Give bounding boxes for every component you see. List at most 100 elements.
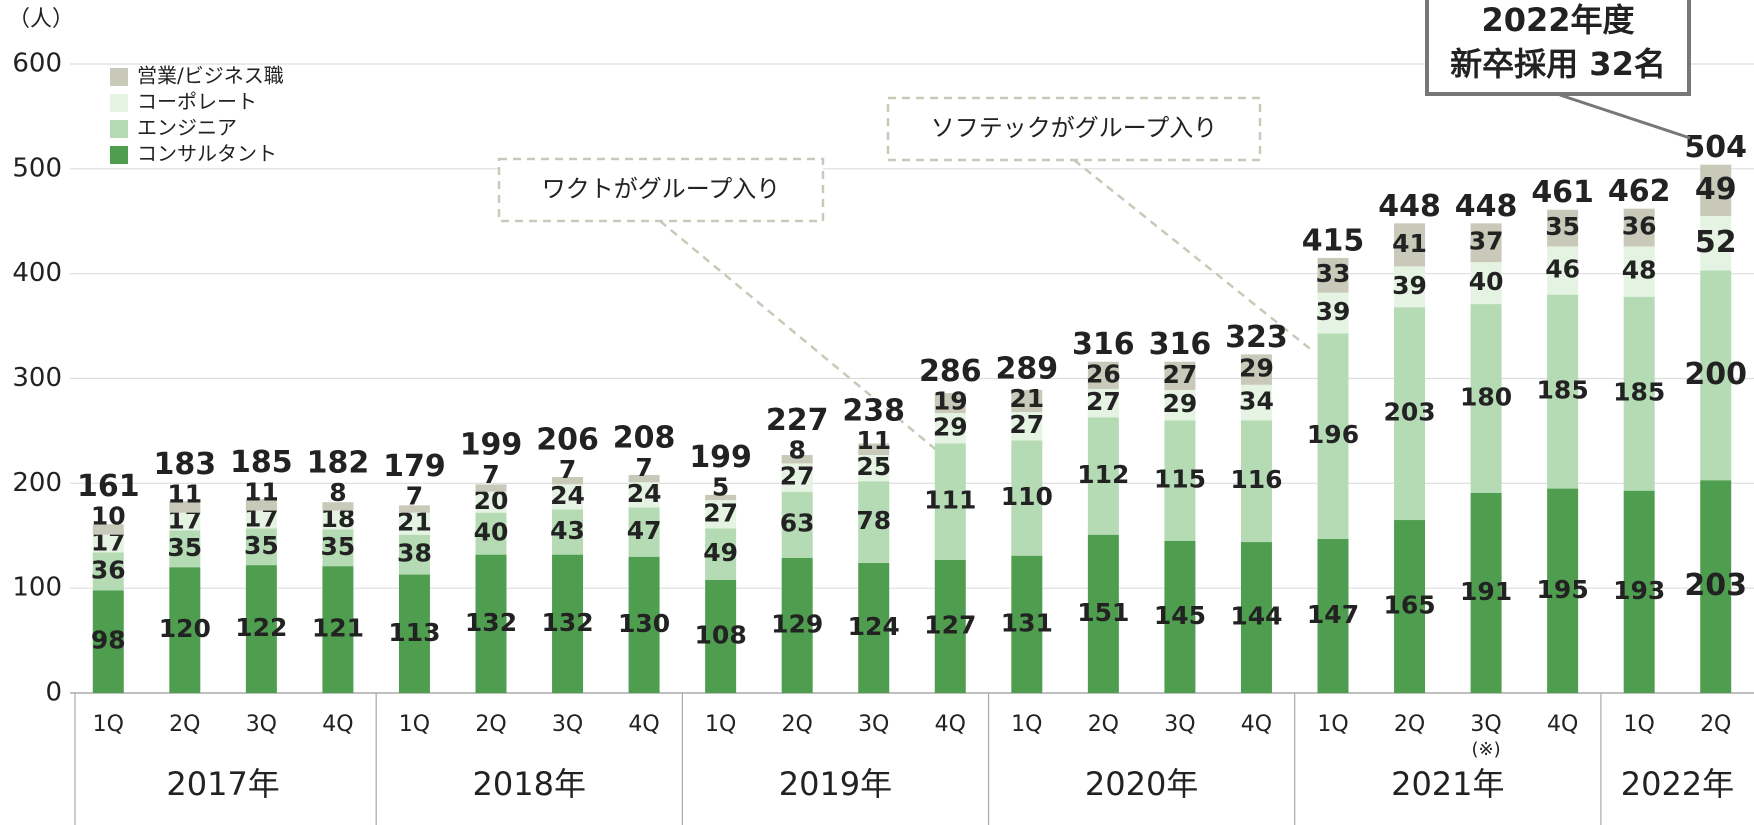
- data-label: 196: [1307, 420, 1359, 449]
- total-label: 199: [689, 440, 752, 475]
- bar-segment: [1623, 296, 1655, 491]
- data-label: 8: [329, 478, 346, 507]
- data-label: 40: [1469, 267, 1504, 296]
- data-label: 25: [856, 452, 891, 481]
- bar-segment: [1011, 412, 1043, 441]
- data-label: 34: [1239, 387, 1274, 416]
- x-tick-label: 3Q: [858, 712, 889, 737]
- bar-segment: [781, 557, 813, 693]
- data-label: 78: [856, 506, 891, 535]
- data-label: 131: [1001, 608, 1053, 637]
- bar-segment: [398, 512, 430, 535]
- data-label: 43: [550, 516, 585, 545]
- bar-segment: [1164, 361, 1196, 391]
- data-label: 112: [1077, 460, 1129, 489]
- total-label: 316: [1072, 327, 1135, 362]
- bar-segment: [705, 579, 737, 693]
- data-label: 110: [1001, 482, 1053, 511]
- total-label: 462: [1608, 174, 1671, 209]
- data-label: 38: [397, 539, 432, 568]
- x-tick-label: 2Q: [1088, 712, 1119, 737]
- data-label: 36: [1622, 212, 1657, 241]
- annotation-leader: [1073, 159, 1315, 353]
- data-label: 8: [788, 436, 805, 465]
- x-tick-label: 2Q: [782, 712, 813, 737]
- bar-segment: [1700, 164, 1732, 217]
- bar-segment: [245, 565, 277, 693]
- group-label: 2020年: [1085, 765, 1198, 803]
- bar-segment: [781, 491, 813, 558]
- x-tick-label: 2Q: [475, 712, 506, 737]
- x-tick-label: 3Q: [246, 712, 277, 737]
- bar-segment: [1164, 420, 1196, 541]
- bar-segment: [552, 509, 584, 555]
- bar-segment: [858, 443, 890, 456]
- data-label: 24: [627, 479, 662, 508]
- data-label: 46: [1545, 255, 1580, 284]
- bar-segment: [1011, 555, 1043, 693]
- bar-segment: [475, 484, 507, 492]
- y-tick-label: 100: [12, 573, 62, 603]
- bar-segment: [1317, 292, 1349, 334]
- data-label: 191: [1460, 577, 1512, 606]
- bar-segment: [398, 505, 430, 513]
- bar-segment: [475, 491, 507, 513]
- data-label: 115: [1154, 465, 1206, 494]
- x-tick-label: 4Q: [1241, 712, 1272, 737]
- data-label: 122: [235, 613, 287, 642]
- bar-segment: [934, 413, 966, 444]
- bar-segment: [1394, 520, 1426, 693]
- bar-segment: [92, 552, 124, 591]
- bar-segment: [1087, 417, 1119, 535]
- total-label: 448: [1378, 189, 1441, 224]
- bar-segment: [1547, 246, 1579, 295]
- total-label: 316: [1149, 327, 1212, 362]
- bar-segment: [1470, 262, 1502, 305]
- bar-segment: [1623, 208, 1655, 247]
- bar-segment: [169, 501, 201, 513]
- bar-segment: [1623, 246, 1655, 297]
- callout-text: 新卒採用 32名: [1450, 45, 1666, 83]
- data-label: 29: [1239, 354, 1274, 383]
- bar-segment: [1240, 542, 1272, 693]
- group-label: 2017年: [166, 765, 279, 803]
- data-label: 113: [388, 618, 440, 647]
- data-label: 185: [1537, 376, 1589, 405]
- bar-segment: [398, 534, 430, 575]
- legend-swatch: [110, 94, 128, 112]
- data-label: 11: [244, 478, 279, 507]
- data-label: 29: [1163, 389, 1198, 418]
- legend-label: コンサルタント: [137, 142, 277, 166]
- group-label: 2021年: [1391, 765, 1504, 803]
- total-label: 199: [460, 428, 523, 463]
- data-label: 145: [1154, 601, 1206, 630]
- data-label: 47: [627, 516, 662, 545]
- total-label: 227: [766, 403, 829, 438]
- bar-segment: [781, 455, 813, 464]
- annotation-box: [886, 96, 1262, 162]
- total-label: 185: [230, 445, 293, 480]
- bar-segment: [92, 534, 124, 553]
- data-label: 33: [1316, 259, 1351, 288]
- bar-segment: [1240, 354, 1272, 385]
- data-label: 7: [482, 460, 499, 489]
- total-label: 289: [996, 352, 1059, 387]
- total-label: 461: [1531, 175, 1594, 210]
- data-label: 52: [1695, 225, 1737, 260]
- bar-segment: [1394, 266, 1426, 308]
- total-label: 238: [842, 394, 905, 429]
- bar-segment: [1547, 209, 1579, 247]
- data-label: 127: [924, 610, 976, 639]
- x-tick-note: (※): [1472, 739, 1501, 760]
- bar-segment: [1317, 257, 1349, 293]
- data-label: 195: [1537, 575, 1589, 604]
- data-label: 5: [712, 472, 729, 501]
- total-label: 448: [1455, 189, 1518, 224]
- data-label: 144: [1230, 602, 1282, 631]
- bar-segment: [169, 567, 201, 693]
- data-label: 27: [780, 462, 815, 491]
- bar-segment: [1087, 361, 1119, 389]
- bar-segment: [1087, 534, 1119, 693]
- bar-segment: [1011, 390, 1043, 413]
- bar-segment: [934, 559, 966, 693]
